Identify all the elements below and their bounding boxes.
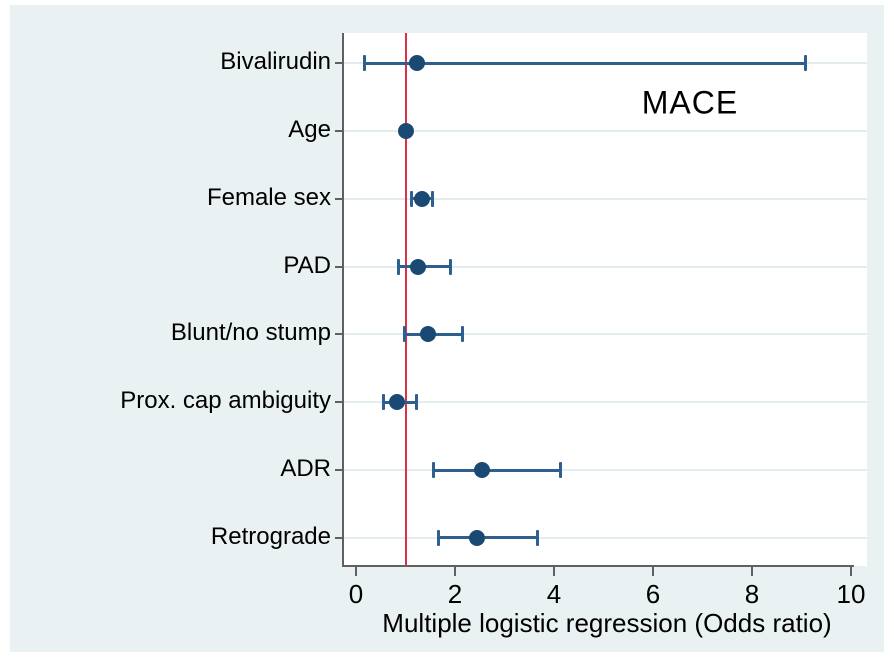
ci-cap-low xyxy=(381,394,385,411)
ci-cap-low xyxy=(363,55,367,71)
ci-cap-low xyxy=(437,529,441,546)
y-category-label: Prox. cap ambiguity xyxy=(120,387,331,415)
ci-line xyxy=(433,468,561,472)
odds-ratio-marker xyxy=(473,462,490,479)
y-axis-tick xyxy=(335,62,342,64)
ci-cap-high xyxy=(803,55,807,71)
y-axis-tick xyxy=(335,401,342,404)
odds-ratio-marker xyxy=(397,122,414,139)
gridline xyxy=(343,129,867,132)
y-axis-tick xyxy=(335,333,342,336)
y-axis-tick xyxy=(335,469,342,472)
odds-ratio-marker xyxy=(409,258,426,275)
y-category-label: Age xyxy=(288,115,331,143)
gridline xyxy=(343,197,867,200)
ci-cap-low xyxy=(409,190,413,207)
odds-ratio-marker xyxy=(388,394,405,411)
ci-cap-high xyxy=(536,529,540,546)
y-category-label: Retrograde xyxy=(210,522,331,550)
ci-cap-low xyxy=(432,462,436,479)
x-tick-label: 10 xyxy=(836,579,866,609)
odds-ratio-marker xyxy=(413,190,430,207)
x-axis-tick xyxy=(355,567,357,576)
ci-cap-high xyxy=(558,462,562,479)
gridline xyxy=(343,536,867,539)
x-axis-line xyxy=(342,565,854,567)
ci-cap-high xyxy=(414,394,418,411)
x-axis-tick xyxy=(553,567,555,576)
x-axis-tick xyxy=(652,567,654,576)
ci-cap-high xyxy=(449,258,453,275)
x-axis-tick xyxy=(751,567,753,576)
x-tick-label: 8 xyxy=(744,579,760,609)
y-category-label: Blunt/no stump xyxy=(170,319,331,347)
ci-cap-low xyxy=(396,258,400,275)
reference-line xyxy=(404,33,407,566)
y-category-label: Bivalirudin xyxy=(220,47,331,75)
y-axis-tick xyxy=(335,265,342,268)
ci-line xyxy=(364,61,806,65)
y-axis-tick xyxy=(335,129,342,132)
odds-ratio-marker xyxy=(408,55,425,71)
gridline xyxy=(343,401,867,404)
gridline xyxy=(343,333,867,336)
x-tick-label: 4 xyxy=(546,579,562,609)
x-axis-tick xyxy=(454,567,456,576)
x-axis-title: Multiple logistic regression (Odds ratio… xyxy=(382,608,832,638)
odds-ratio-marker xyxy=(419,326,436,343)
odds-ratio-marker xyxy=(469,529,486,546)
x-axis-tick xyxy=(850,567,852,576)
x-tick-label: 2 xyxy=(447,579,463,609)
y-category-label: PAD xyxy=(283,251,331,279)
y-axis-line xyxy=(342,33,344,566)
ci-line xyxy=(438,536,539,540)
x-tick-label: 6 xyxy=(645,579,661,609)
annotation-mace: MACE xyxy=(641,84,739,121)
x-tick-label: 0 xyxy=(348,579,364,609)
y-category-label: ADR xyxy=(280,455,331,483)
ci-cap-high xyxy=(461,326,465,343)
plot-area xyxy=(343,33,867,566)
gridline xyxy=(343,469,867,472)
ci-cap-high xyxy=(431,190,435,207)
y-axis-tick xyxy=(335,197,342,200)
y-axis-tick xyxy=(335,536,342,539)
ci-cap-low xyxy=(402,326,406,343)
y-category-label: Female sex xyxy=(206,183,331,211)
gridline xyxy=(343,265,867,268)
